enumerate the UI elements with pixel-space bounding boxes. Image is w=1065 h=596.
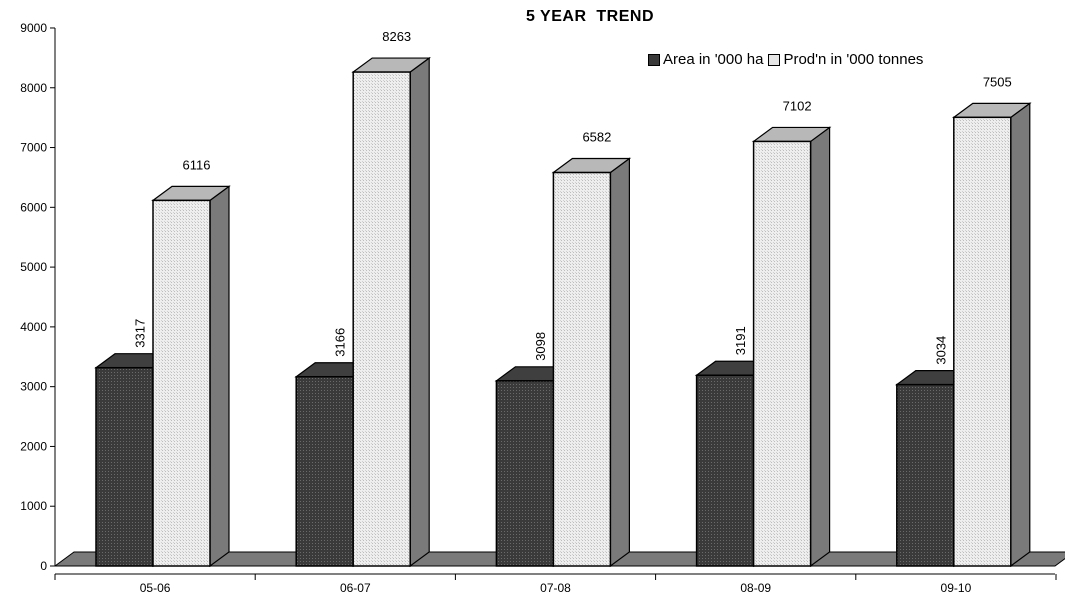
y-tick-label: 0 [40, 559, 47, 573]
bar-front [552, 171, 612, 567]
data-label: 3034 [933, 336, 948, 365]
bar-front [896, 383, 955, 567]
y-tick-label: 6000 [20, 200, 47, 214]
y-tick-label: 2000 [20, 439, 47, 453]
bar [151, 185, 231, 568]
chart-title: 5 YEAR TREND [525, 8, 654, 25]
bar-side [209, 185, 230, 568]
bar-side [409, 56, 430, 568]
axes: 0 1000 2000 3000 4000 5000 6000 7000 8000 9000 05-… [20, 21, 1057, 595]
data-labels: 3317 6116 3166 8263 3098 6582 3191 7102 3034 7505 [133, 29, 1012, 365]
bar-front [495, 380, 555, 567]
legend-swatch-area [648, 53, 660, 66]
y-tick-label: 5000 [20, 260, 47, 274]
legend-label-production: Prod'n in '000 tonnes [783, 51, 924, 68]
x-tick-label: 05-06 [140, 581, 171, 595]
data-label: 3191 [733, 326, 748, 355]
legend-item-area: Area in '000 ha [648, 51, 763, 68]
bar-side [609, 157, 631, 568]
legend-label-area: Area in '000 ha [663, 51, 764, 68]
bar [551, 157, 632, 568]
data-label: 8263 [382, 29, 411, 44]
bar-front [752, 140, 812, 567]
bar-side [1010, 102, 1031, 568]
bar-front [295, 375, 354, 567]
x-tick-label: 07-08 [540, 581, 571, 595]
y-tick-label: 8000 [20, 81, 47, 95]
bar-front [352, 71, 411, 567]
x-tick-label: 08-09 [740, 581, 771, 595]
data-label: 3098 [533, 332, 548, 361]
data-label: 7505 [983, 74, 1012, 89]
y-tick-label: 4000 [20, 320, 47, 334]
bar [751, 126, 832, 568]
bar [351, 56, 432, 568]
legend-swatch-production [768, 53, 781, 66]
y-tick-label: 1000 [20, 499, 47, 513]
y-tick-label: 7000 [20, 141, 47, 155]
data-label: 6582 [582, 130, 611, 145]
x-tick-label: 09-10 [941, 581, 972, 595]
y-tick-label: 9000 [20, 21, 47, 35]
data-label: 3317 [133, 319, 148, 348]
x-tick-label: 06-07 [340, 581, 371, 595]
bar-front [953, 116, 1012, 567]
bar-front [152, 199, 211, 567]
legend-item-production: Prod'n in '000 tonnes [768, 51, 923, 68]
bar-front [695, 374, 755, 567]
legend: Area in '000 ha Prod'n in '000 tonnes [648, 51, 928, 68]
bar-side [809, 126, 831, 568]
bars [94, 56, 1032, 568]
bar [951, 102, 1032, 568]
y-tick-label: 3000 [20, 380, 47, 394]
data-label: 6116 [183, 157, 211, 172]
data-label: 7102 [783, 98, 812, 113]
bar-front [95, 366, 154, 567]
data-label: 3166 [333, 328, 348, 357]
